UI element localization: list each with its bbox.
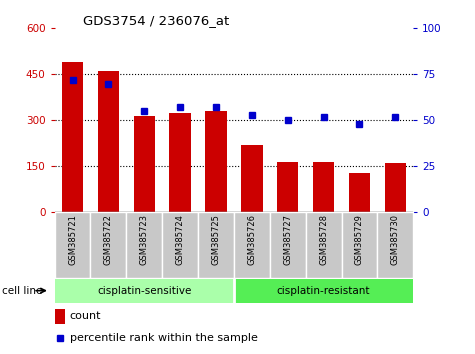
Bar — [306, 212, 342, 278]
Bar — [205, 111, 227, 212]
Bar — [55, 279, 234, 303]
Text: GSM385721: GSM385721 — [68, 215, 77, 265]
Bar — [241, 145, 263, 212]
Text: GSM385725: GSM385725 — [211, 215, 220, 265]
Bar — [91, 212, 126, 278]
Bar — [62, 62, 83, 212]
Bar — [378, 212, 413, 278]
Bar — [126, 212, 162, 278]
Text: GSM385728: GSM385728 — [319, 215, 328, 266]
Bar — [198, 212, 234, 278]
Text: GSM385726: GSM385726 — [247, 215, 257, 266]
Bar — [342, 212, 378, 278]
Bar — [55, 309, 65, 324]
Text: GSM385729: GSM385729 — [355, 215, 364, 265]
Bar — [162, 212, 198, 278]
Text: GSM385722: GSM385722 — [104, 215, 113, 265]
Text: percentile rank within the sample: percentile rank within the sample — [70, 333, 257, 343]
Bar — [98, 71, 119, 212]
Text: cisplatin-resistant: cisplatin-resistant — [277, 286, 370, 296]
Bar — [313, 162, 334, 212]
Bar — [55, 212, 91, 278]
Text: GSM385727: GSM385727 — [283, 215, 292, 266]
Text: GSM385723: GSM385723 — [140, 215, 149, 266]
Bar — [133, 116, 155, 212]
Bar — [234, 212, 270, 278]
Text: cell line: cell line — [2, 286, 43, 296]
Bar — [385, 163, 406, 212]
Text: GDS3754 / 236076_at: GDS3754 / 236076_at — [83, 14, 229, 27]
Bar — [170, 113, 191, 212]
Bar — [234, 279, 413, 303]
Bar — [349, 172, 370, 212]
Bar — [277, 162, 298, 212]
Text: GSM385724: GSM385724 — [176, 215, 185, 265]
Text: cisplatin-sensitive: cisplatin-sensitive — [97, 286, 191, 296]
Text: count: count — [70, 312, 101, 321]
Text: GSM385730: GSM385730 — [391, 215, 400, 266]
Bar — [270, 212, 306, 278]
